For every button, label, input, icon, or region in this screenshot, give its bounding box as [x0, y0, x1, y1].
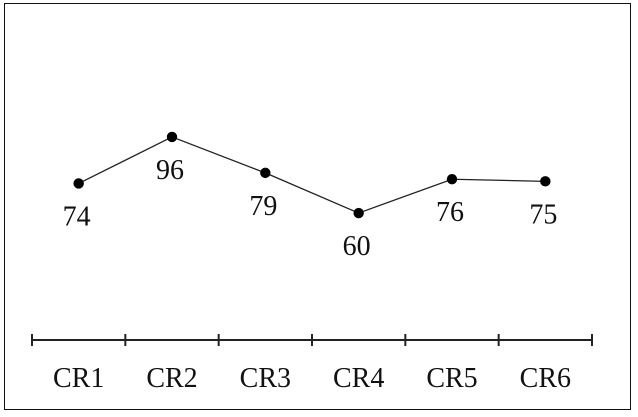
data-point: [73, 178, 84, 189]
data-point: [446, 174, 458, 185]
data-point: [260, 167, 271, 179]
data-label: 74: [63, 201, 91, 232]
data-label: 76: [436, 197, 464, 228]
data-label: 75: [529, 199, 557, 230]
x-axis: CR1 CR2 CR3 CR4 CR5 CR6: [31, 334, 593, 394]
data-label: 60: [343, 231, 371, 262]
x-tick-label: CR6: [520, 363, 571, 394]
data-point: [540, 176, 551, 187]
data-label: 79: [249, 191, 277, 222]
x-tick-label: CR3: [240, 363, 291, 394]
data-point: [353, 207, 364, 219]
x-tick-label: CR1: [53, 363, 104, 394]
x-tick-label: CR4: [333, 363, 384, 394]
data-point: [166, 131, 178, 143]
series-line: [78, 136, 546, 214]
chart-frame: [4, 3, 631, 410]
x-tick-label: CR5: [426, 363, 477, 394]
data-labels: 74 96 79 60 76 75: [63, 155, 558, 262]
x-tick-label: CR2: [146, 363, 197, 394]
data-label: 96: [156, 155, 184, 186]
series-layer: [73, 131, 551, 219]
